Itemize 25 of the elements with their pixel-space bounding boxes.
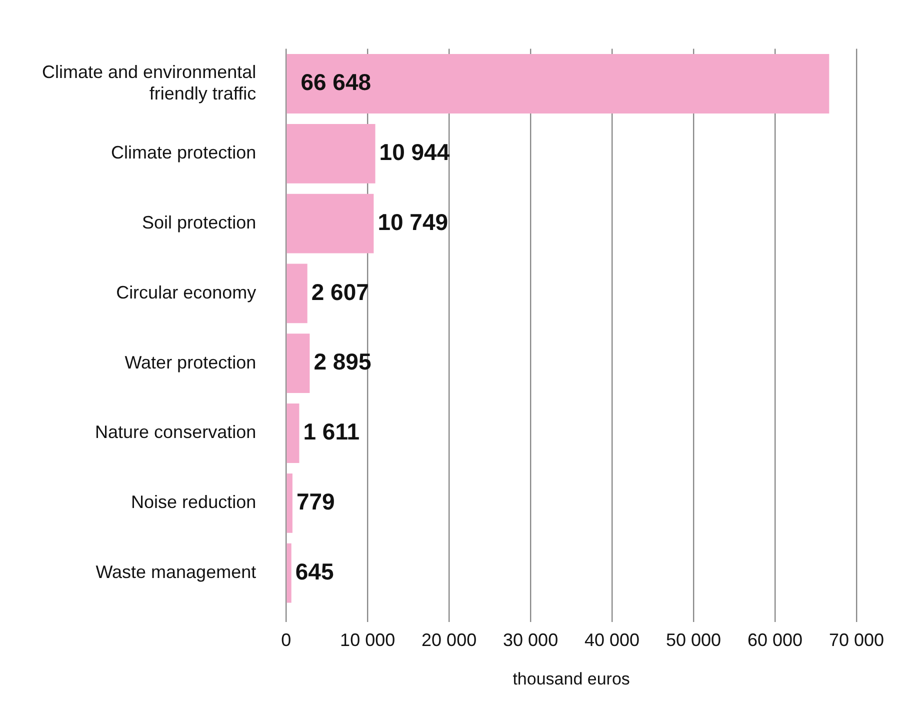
data-label: 645 xyxy=(295,558,334,584)
y-tick-label: Climate protection xyxy=(111,142,256,163)
y-tick-label: Soil protection xyxy=(142,212,256,233)
x-tick-label: 30 000 xyxy=(503,630,558,650)
x-tick-label: 10 000 xyxy=(340,630,396,650)
y-tick-label: Nature conservation xyxy=(95,422,256,442)
data-label: 2 607 xyxy=(311,278,369,305)
data-label: 66 648 xyxy=(300,69,372,96)
data-label: 10 944 xyxy=(379,138,450,165)
x-tick-label: 70 000 xyxy=(828,630,884,650)
data-label: 2 895 xyxy=(314,348,372,375)
x-axis-title: thousand euros xyxy=(512,669,630,688)
data-label: 10 749 xyxy=(378,208,448,235)
x-tick-label: 60 000 xyxy=(747,630,803,650)
x-tick-label: 20 000 xyxy=(422,630,477,650)
y-tick-label: Waste management xyxy=(96,562,256,582)
x-tick-label: 50 000 xyxy=(666,630,722,650)
y-tick-label: Climate and environmental friendly traffic xyxy=(42,62,256,104)
x-tick-label: 0 xyxy=(281,630,292,650)
y-tick-label: Circular economy xyxy=(116,282,256,302)
y-tick-label: Noise reduction xyxy=(131,492,256,512)
data-label: 779 xyxy=(296,488,335,514)
x-tick-label: 40 000 xyxy=(584,630,640,650)
data-label: 1 611 xyxy=(303,418,360,445)
y-tick-label: Water protection xyxy=(124,352,256,372)
